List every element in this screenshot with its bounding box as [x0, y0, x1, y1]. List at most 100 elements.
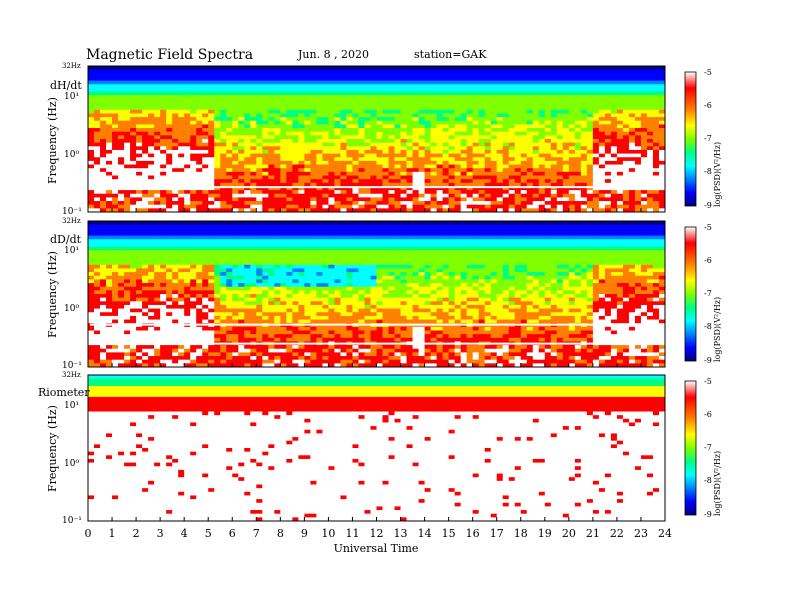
- spectrogram-cell: [454, 239, 462, 244]
- spectrogram-cell: [640, 224, 648, 229]
- spectrogram-cell: [142, 221, 149, 226]
- spectrogram-cell: [286, 66, 293, 71]
- spectrogram-cell: [520, 179, 528, 184]
- spectrogram-cell: [436, 95, 444, 100]
- spectrogram-cell: [544, 149, 552, 154]
- spectrogram-cell: [544, 73, 552, 78]
- spectrogram-cell: [112, 239, 119, 244]
- spectrogram-cell: [502, 197, 510, 202]
- spectrogram-cell: [586, 257, 594, 262]
- spectrogram-cell: [460, 208, 468, 213]
- spectrogram-cell: [520, 139, 528, 144]
- spectrogram-cell: [394, 168, 401, 173]
- spectrogram-cell: [226, 160, 233, 165]
- spectrogram-cell: [592, 153, 600, 158]
- spectrogram-cell: [364, 113, 371, 118]
- spectrogram-cell: [160, 228, 167, 233]
- spectrogram-cell: [208, 242, 215, 247]
- spectrogram-cell: [382, 193, 389, 198]
- spectrogram-cell: [598, 164, 606, 169]
- spectrogram-cell: [604, 239, 612, 244]
- spectrogram-cell: [538, 120, 546, 125]
- spectrogram-cell: [112, 221, 119, 226]
- spectrogram-cell: [394, 80, 401, 85]
- spectrogram-cell: [460, 257, 468, 262]
- spectrogram-cell: [142, 182, 149, 187]
- spectrogram-cell: [436, 224, 444, 229]
- panel-dhdt-ylabel: Frequency (Hz): [46, 97, 59, 184]
- spectrogram-cell: [100, 153, 107, 158]
- spectrogram-cell: [328, 164, 335, 169]
- spectrogram-cell: [448, 239, 456, 244]
- spectrogram-cell: [394, 153, 401, 158]
- spectrogram-cell: [268, 197, 275, 202]
- spectrogram-cell: [172, 250, 179, 255]
- spectrogram-cell: [586, 106, 594, 111]
- spectrogram-cell: [598, 179, 606, 184]
- spectrogram-cell: [466, 221, 474, 226]
- spectrogram-cell: [154, 131, 161, 136]
- spectrogram-cell: [532, 84, 540, 89]
- spectrogram-cell: [166, 128, 173, 133]
- spectrogram-cell: [196, 239, 203, 244]
- spectrogram-cell: [358, 204, 365, 209]
- spectrogram-cell: [526, 120, 534, 125]
- spectrogram-cell: [154, 102, 161, 107]
- spectrogram-cell: [130, 98, 137, 103]
- spectrogram-cell: [310, 135, 317, 140]
- spectrogram-cell: [100, 87, 107, 92]
- spectrogram-cell: [340, 102, 347, 107]
- spectrogram-cell: [640, 235, 648, 240]
- spectrogram-cell: [460, 197, 468, 202]
- spectrogram-cell: [286, 87, 293, 92]
- spectrogram-cell: [502, 246, 510, 251]
- spectrogram-cell: [514, 91, 522, 96]
- spectrogram-cell: [436, 160, 444, 165]
- spectrogram-cell: [562, 135, 570, 140]
- spectrogram-cell: [208, 131, 215, 136]
- spectrogram-cell: [616, 246, 624, 251]
- spectrogram-cell: [496, 186, 504, 191]
- spectrogram-cell: [208, 109, 215, 114]
- spectrogram-cell: [604, 168, 612, 173]
- spectrogram-cell: [352, 253, 359, 258]
- spectrogram-cell: [526, 175, 534, 180]
- spectrogram-cell: [214, 175, 221, 180]
- spectrogram-cell: [286, 221, 293, 226]
- spectrogram-cell: [172, 253, 179, 258]
- spectrogram-cell: [352, 201, 359, 206]
- spectrogram-cell: [286, 186, 293, 191]
- spectrogram-cell: [376, 179, 383, 184]
- spectrogram-cell: [298, 91, 305, 96]
- spectrogram-cell: [304, 208, 311, 213]
- spectrogram-cell: [580, 149, 588, 154]
- spectrogram-cell: [220, 109, 227, 114]
- spectrogram-cell: [478, 179, 486, 184]
- spectrogram-cell: [490, 117, 498, 122]
- spectrogram-cell: [316, 186, 323, 191]
- spectrogram-cell: [238, 164, 245, 169]
- spectrogram-cell: [454, 160, 462, 165]
- spectrogram-cell: [100, 235, 107, 240]
- spectrogram-cell: [652, 160, 660, 165]
- spectrogram-cell: [178, 84, 185, 89]
- spectrogram-cell: [658, 160, 666, 165]
- spectrogram-cell: [226, 201, 233, 206]
- spectrogram-cell: [448, 204, 456, 209]
- spectrogram-cell: [610, 128, 618, 133]
- spectrogram-cell: [136, 208, 143, 213]
- spectrogram-cell: [124, 149, 131, 154]
- spectrogram-cell: [352, 190, 359, 195]
- spectrogram-cell: [472, 128, 480, 133]
- spectrogram-cell: [232, 73, 239, 78]
- spectrogram-cell: [190, 142, 197, 147]
- spectrogram-cell: [490, 157, 498, 162]
- spectrogram-cell: [298, 66, 305, 71]
- spectrogram-cell: [124, 135, 131, 140]
- spectrogram-cell: [592, 193, 600, 198]
- spectrogram-cell: [160, 221, 167, 226]
- spectrogram-cell: [334, 157, 341, 162]
- spectrogram-cell: [340, 171, 347, 176]
- spectrogram-cell: [214, 197, 221, 202]
- spectrogram-cell: [628, 80, 636, 85]
